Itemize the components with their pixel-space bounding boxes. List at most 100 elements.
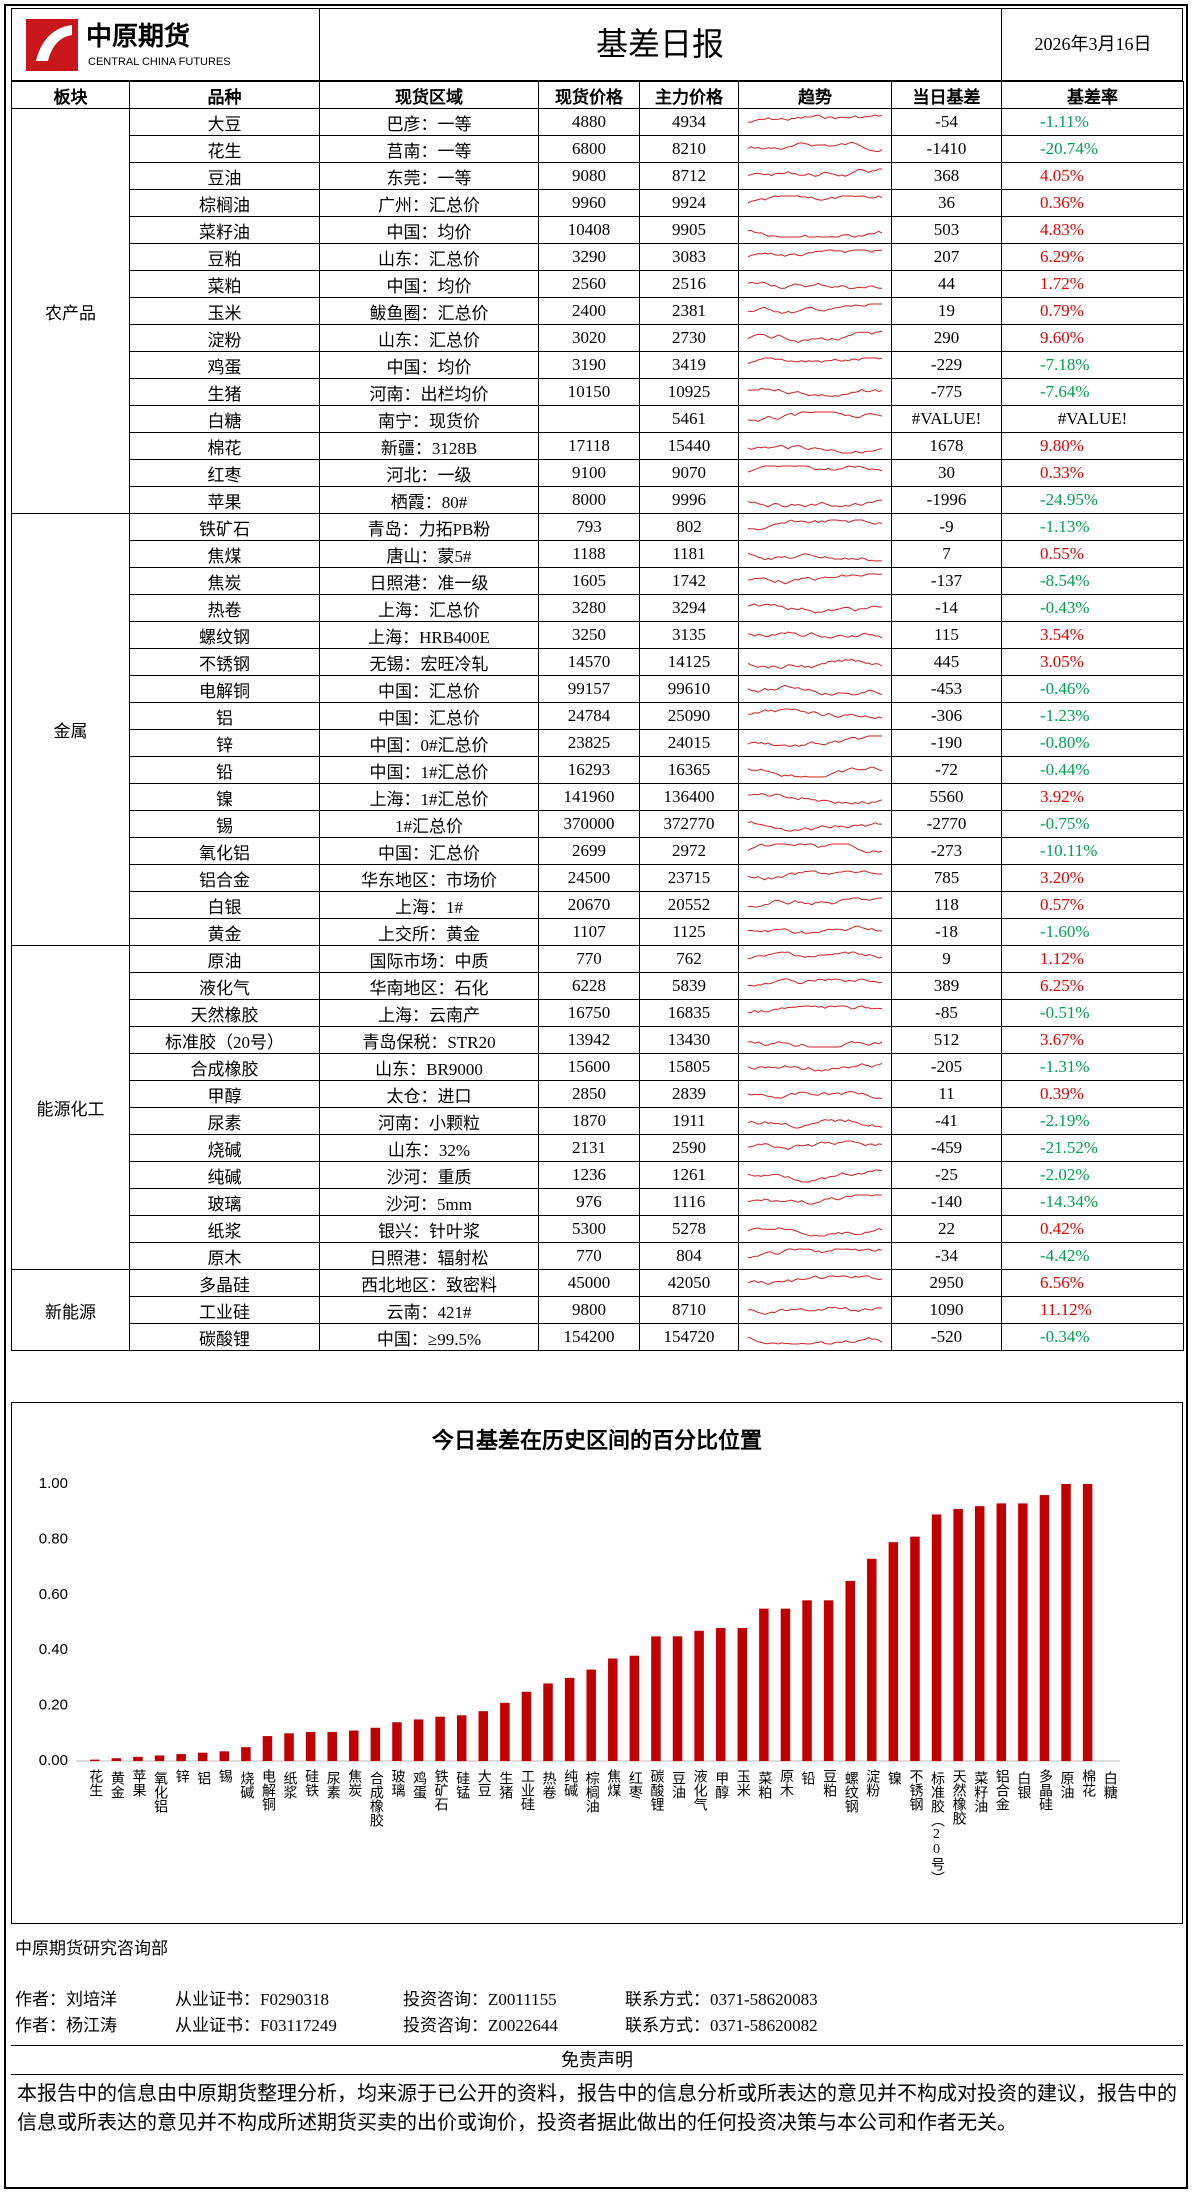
variety-cell: 红枣 (129, 459, 320, 487)
bar (435, 1716, 445, 1761)
main-price-cell: 5278 (639, 1215, 739, 1243)
table-row: 焦炭 日照港：准一级 1605 1742 -137 -8.54% (12, 567, 1184, 595)
trend-sparkline (747, 631, 883, 639)
spot-price-cell: 13942 (538, 1026, 640, 1054)
x-tick-label: 电解铜 (260, 1769, 276, 1812)
region-cell: 日照港：辐射松 (319, 1242, 539, 1270)
trend-cell (738, 810, 892, 838)
basis-cell: 389 (891, 972, 1002, 1000)
table-row: 鸡蛋 中国：均价 3190 3419 -229 -7.18% (12, 351, 1184, 379)
sparkline-path (747, 1194, 882, 1205)
basis-rate-cell: -4.42% (1001, 1242, 1184, 1270)
basis-rate-cell: -0.44% (1001, 756, 1184, 784)
trend-cell (738, 486, 892, 514)
bar (500, 1702, 510, 1761)
variety-cell: 氧化铝 (129, 837, 320, 865)
spot-price-cell: 14570 (538, 648, 640, 676)
basis-cell: 44 (891, 270, 1002, 298)
spot-price-cell: 15600 (538, 1053, 640, 1081)
trend-sparkline (747, 1306, 883, 1315)
region-cell: 上海：HRB400E (319, 621, 539, 649)
sparkline-path (747, 792, 883, 805)
region-cell: 1#汇总价 (319, 810, 539, 838)
trend-sparkline (747, 1194, 882, 1205)
trend-cell (738, 783, 892, 811)
trend-sparkline (747, 465, 883, 473)
page-frame (4, 4, 1188, 2189)
table-row: 氧化铝 中国：汇总价 2699 2972 -273 -10.11% (12, 837, 1184, 865)
x-tick-label: 氧化铝 (152, 1771, 168, 1813)
trend-sparkline (747, 573, 883, 585)
trend-cell (738, 1080, 892, 1108)
bar (737, 1628, 748, 1761)
basis-cell: -273 (891, 837, 1002, 865)
bar (608, 1658, 618, 1761)
trend-cell (738, 945, 892, 973)
basis-cell: -137 (891, 567, 1002, 595)
region-cell: 中国：汇总价 (319, 675, 539, 703)
table-row: 标准胶（20号） 青岛保税：STR20 13942 13430 512 3.67% (12, 1026, 1184, 1054)
x-tick-label: 焦炭 (346, 1769, 362, 1797)
variety-cell: 锌 (129, 729, 320, 757)
trend-cell (738, 243, 892, 271)
chart-panel: 今日基差在历史区间的百分比位置 0.00 0.20 0.40 0.60 0.80 1.00… (11, 1402, 1183, 1924)
trend-cell (738, 1134, 892, 1162)
variety-cell: 不锈钢 (129, 648, 320, 676)
variety-cell: 大豆 (129, 108, 320, 136)
table-row: 镍上海：1#汇总价 141960 136400 5560 3.92% (12, 783, 1184, 811)
region-cell: 沙河：重质 (319, 1161, 539, 1189)
table-row: 天然橡胶 上海：云南产 16750 16835 -85 -0.51% (12, 999, 1184, 1027)
trend-cell (738, 756, 892, 784)
sparkline-path (747, 951, 883, 959)
basis-cell: 503 (891, 216, 1002, 244)
basis-cell: -459 (891, 1134, 1002, 1162)
trend-sparkline (747, 735, 882, 747)
basis-cell: #VALUE! (891, 405, 1002, 433)
main-price-cell: 1181 (639, 540, 739, 568)
table-row: 不锈钢 无锡：宏旺冷轧 14570 14125 445 3.05% (12, 648, 1184, 676)
variety-cell: 锡 (129, 810, 320, 838)
sparkline-path (747, 631, 883, 639)
x-tick-label: 棉花 (1080, 1768, 1096, 1798)
spot-price-cell: 10150 (538, 378, 640, 406)
spot-price-cell: 16750 (538, 999, 640, 1027)
author-field: 作者：杨江涛 (15, 2016, 117, 2035)
author-field: 联系方式：0371-58620082 (625, 2016, 818, 2035)
column-header: 现货价格 (538, 81, 640, 109)
sparkline-path (747, 114, 883, 123)
region-cell: 河北：一级 (319, 459, 539, 487)
sector-cell: 农产品 (11, 108, 130, 514)
sparkline-path (747, 1336, 883, 1345)
trend-sparkline (747, 519, 883, 531)
region-cell: 河南：出栏均价 (319, 378, 539, 406)
main-price-cell: 15805 (639, 1053, 739, 1081)
region-cell: 华南地区：石化 (319, 972, 539, 1000)
basis-rate-cell: 6.56% (1001, 1269, 1184, 1297)
region-cell: 山东：汇总价 (319, 243, 539, 271)
sparkline-path (747, 281, 883, 290)
bar (867, 1558, 877, 1761)
trend-sparkline (747, 1091, 883, 1099)
report-footer: 中原期货研究咨询部 作者：刘培洋 从业证书：F0290318 投资咨询：Z00111… (11, 1928, 1183, 2183)
sparkline-path (747, 330, 883, 344)
main-price-cell: 9996 (639, 486, 739, 514)
region-cell: 青岛保税：STR20 (319, 1026, 539, 1054)
basis-rate-cell: 3.67% (1001, 1026, 1184, 1054)
trend-sparkline (747, 499, 883, 508)
sparkline-path (748, 387, 883, 397)
x-tick-label: 液化气 (692, 1769, 708, 1811)
variety-cell: 纯碱 (129, 1161, 320, 1189)
table-row: 菜籽油 中国：均价 10408 9905 503 4.83% (12, 216, 1184, 244)
main-price-cell: 372770 (639, 810, 739, 838)
main-price-cell: 8712 (639, 162, 739, 190)
trend-sparkline (747, 897, 883, 908)
trend-cell (738, 999, 892, 1027)
main-price-cell: 20552 (639, 891, 739, 919)
trend-sparkline (747, 708, 883, 720)
sparkline-path (747, 1227, 883, 1237)
region-cell: 鲅鱼圈：汇总价 (319, 297, 539, 325)
sparkline-path (747, 1005, 883, 1014)
trend-cell (738, 513, 892, 541)
x-tick-label: 玻璃 (389, 1769, 405, 1797)
basis-rate-cell: #VALUE! (1001, 405, 1184, 433)
